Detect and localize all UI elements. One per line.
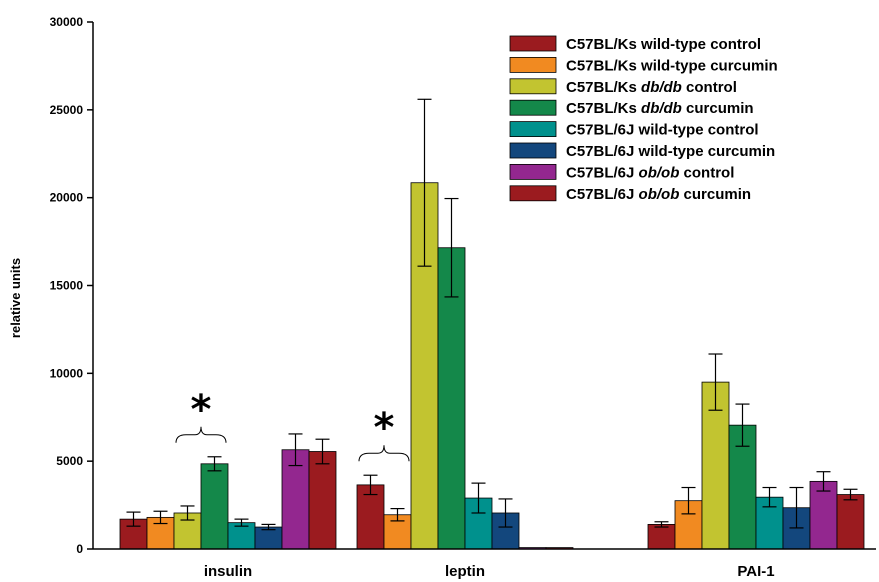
legend-label: C57BL/Ks wild-type control — [566, 36, 761, 53]
legend-label-part: C57BL/Ks — [566, 100, 641, 117]
significance-bracket — [358, 445, 410, 462]
legend-label: C57BL/6J wild-type curcumin — [566, 143, 775, 160]
legend-swatch — [509, 99, 557, 116]
legend-swatch — [509, 142, 557, 159]
legend-label-part: ob/ob — [639, 164, 680, 181]
bar — [308, 451, 337, 550]
y-tick-label: 25000 — [50, 103, 84, 117]
bar — [254, 526, 283, 550]
bar — [836, 494, 865, 550]
bar — [809, 480, 838, 550]
bar — [647, 524, 676, 550]
y-tick-label: 20000 — [50, 191, 84, 205]
legend-swatch — [509, 78, 557, 95]
y-axis-title: relative units — [8, 258, 23, 338]
legend-label-part: db/db — [641, 100, 682, 117]
legend-label-part: C57BL/6J — [566, 186, 639, 203]
legend-label: C57BL/6J ob/ob control — [566, 164, 734, 181]
legend-label-part: curcumin — [679, 186, 751, 203]
annotations-group: * * — [175, 387, 410, 462]
significance-asterisk: * — [191, 387, 212, 433]
y-tick-label: 30000 — [50, 15, 84, 29]
y-axis-ticks: 0 5000 10000 15000 20000 25000 30000 — [50, 15, 93, 556]
legend-label-part: C57BL/Ks wild-type control — [566, 36, 761, 53]
legend-label: C57BL/6J ob/ob curcumin — [566, 186, 751, 203]
legend-swatch — [509, 163, 557, 180]
legend-label-part: control — [682, 79, 737, 96]
legend-label-part: control — [679, 164, 734, 181]
y-tick-label: 0 — [76, 542, 83, 556]
bar — [227, 522, 256, 550]
bar — [356, 484, 385, 550]
legend-label: C57BL/6J wild-type control — [566, 122, 759, 139]
legend-label-part: C57BL/6J — [566, 164, 639, 181]
legend-label-part: C57BL/6J wild-type control — [566, 122, 759, 139]
legend-swatch — [509, 57, 557, 73]
legend-swatch — [509, 35, 557, 52]
y-tick-label: 5000 — [56, 454, 83, 468]
x-category-label: insulin — [204, 563, 252, 580]
x-category-label: PAI-1 — [737, 563, 774, 580]
bar — [200, 463, 229, 550]
y-tick-label: 15000 — [50, 279, 84, 293]
significance-bracket — [175, 426, 227, 443]
legend-swatch — [509, 121, 557, 137]
significance-asterisk: * — [374, 405, 395, 451]
legend-label-part: C57BL/Ks wild-type curcumin — [566, 57, 778, 74]
legend-swatch — [509, 185, 557, 202]
y-tick-label: 10000 — [50, 366, 84, 380]
x-axis-labels: insulin leptin PAI-1 — [204, 563, 775, 580]
legend: C57BL/Ks wild-type control C57BL/Ks wild-… — [509, 35, 778, 203]
legend-label: C57BL/Ks wild-type curcumin — [566, 57, 778, 74]
bars-group — [119, 182, 865, 550]
legend-label-part: C57BL/Ks — [566, 79, 641, 96]
legend-label: C57BL/Ks db/db curcumin — [566, 100, 754, 117]
legend-label-part: curcumin — [682, 100, 754, 117]
x-category-label: leptin — [445, 563, 485, 580]
legend-label-part: ob/ob — [639, 186, 680, 203]
bar — [281, 449, 310, 550]
legend-label: C57BL/Ks db/db control — [566, 79, 737, 96]
legend-label-part: C57BL/6J wild-type curcumin — [566, 143, 775, 160]
error-bars-group — [126, 98, 858, 531]
legend-label-part: db/db — [641, 79, 682, 96]
